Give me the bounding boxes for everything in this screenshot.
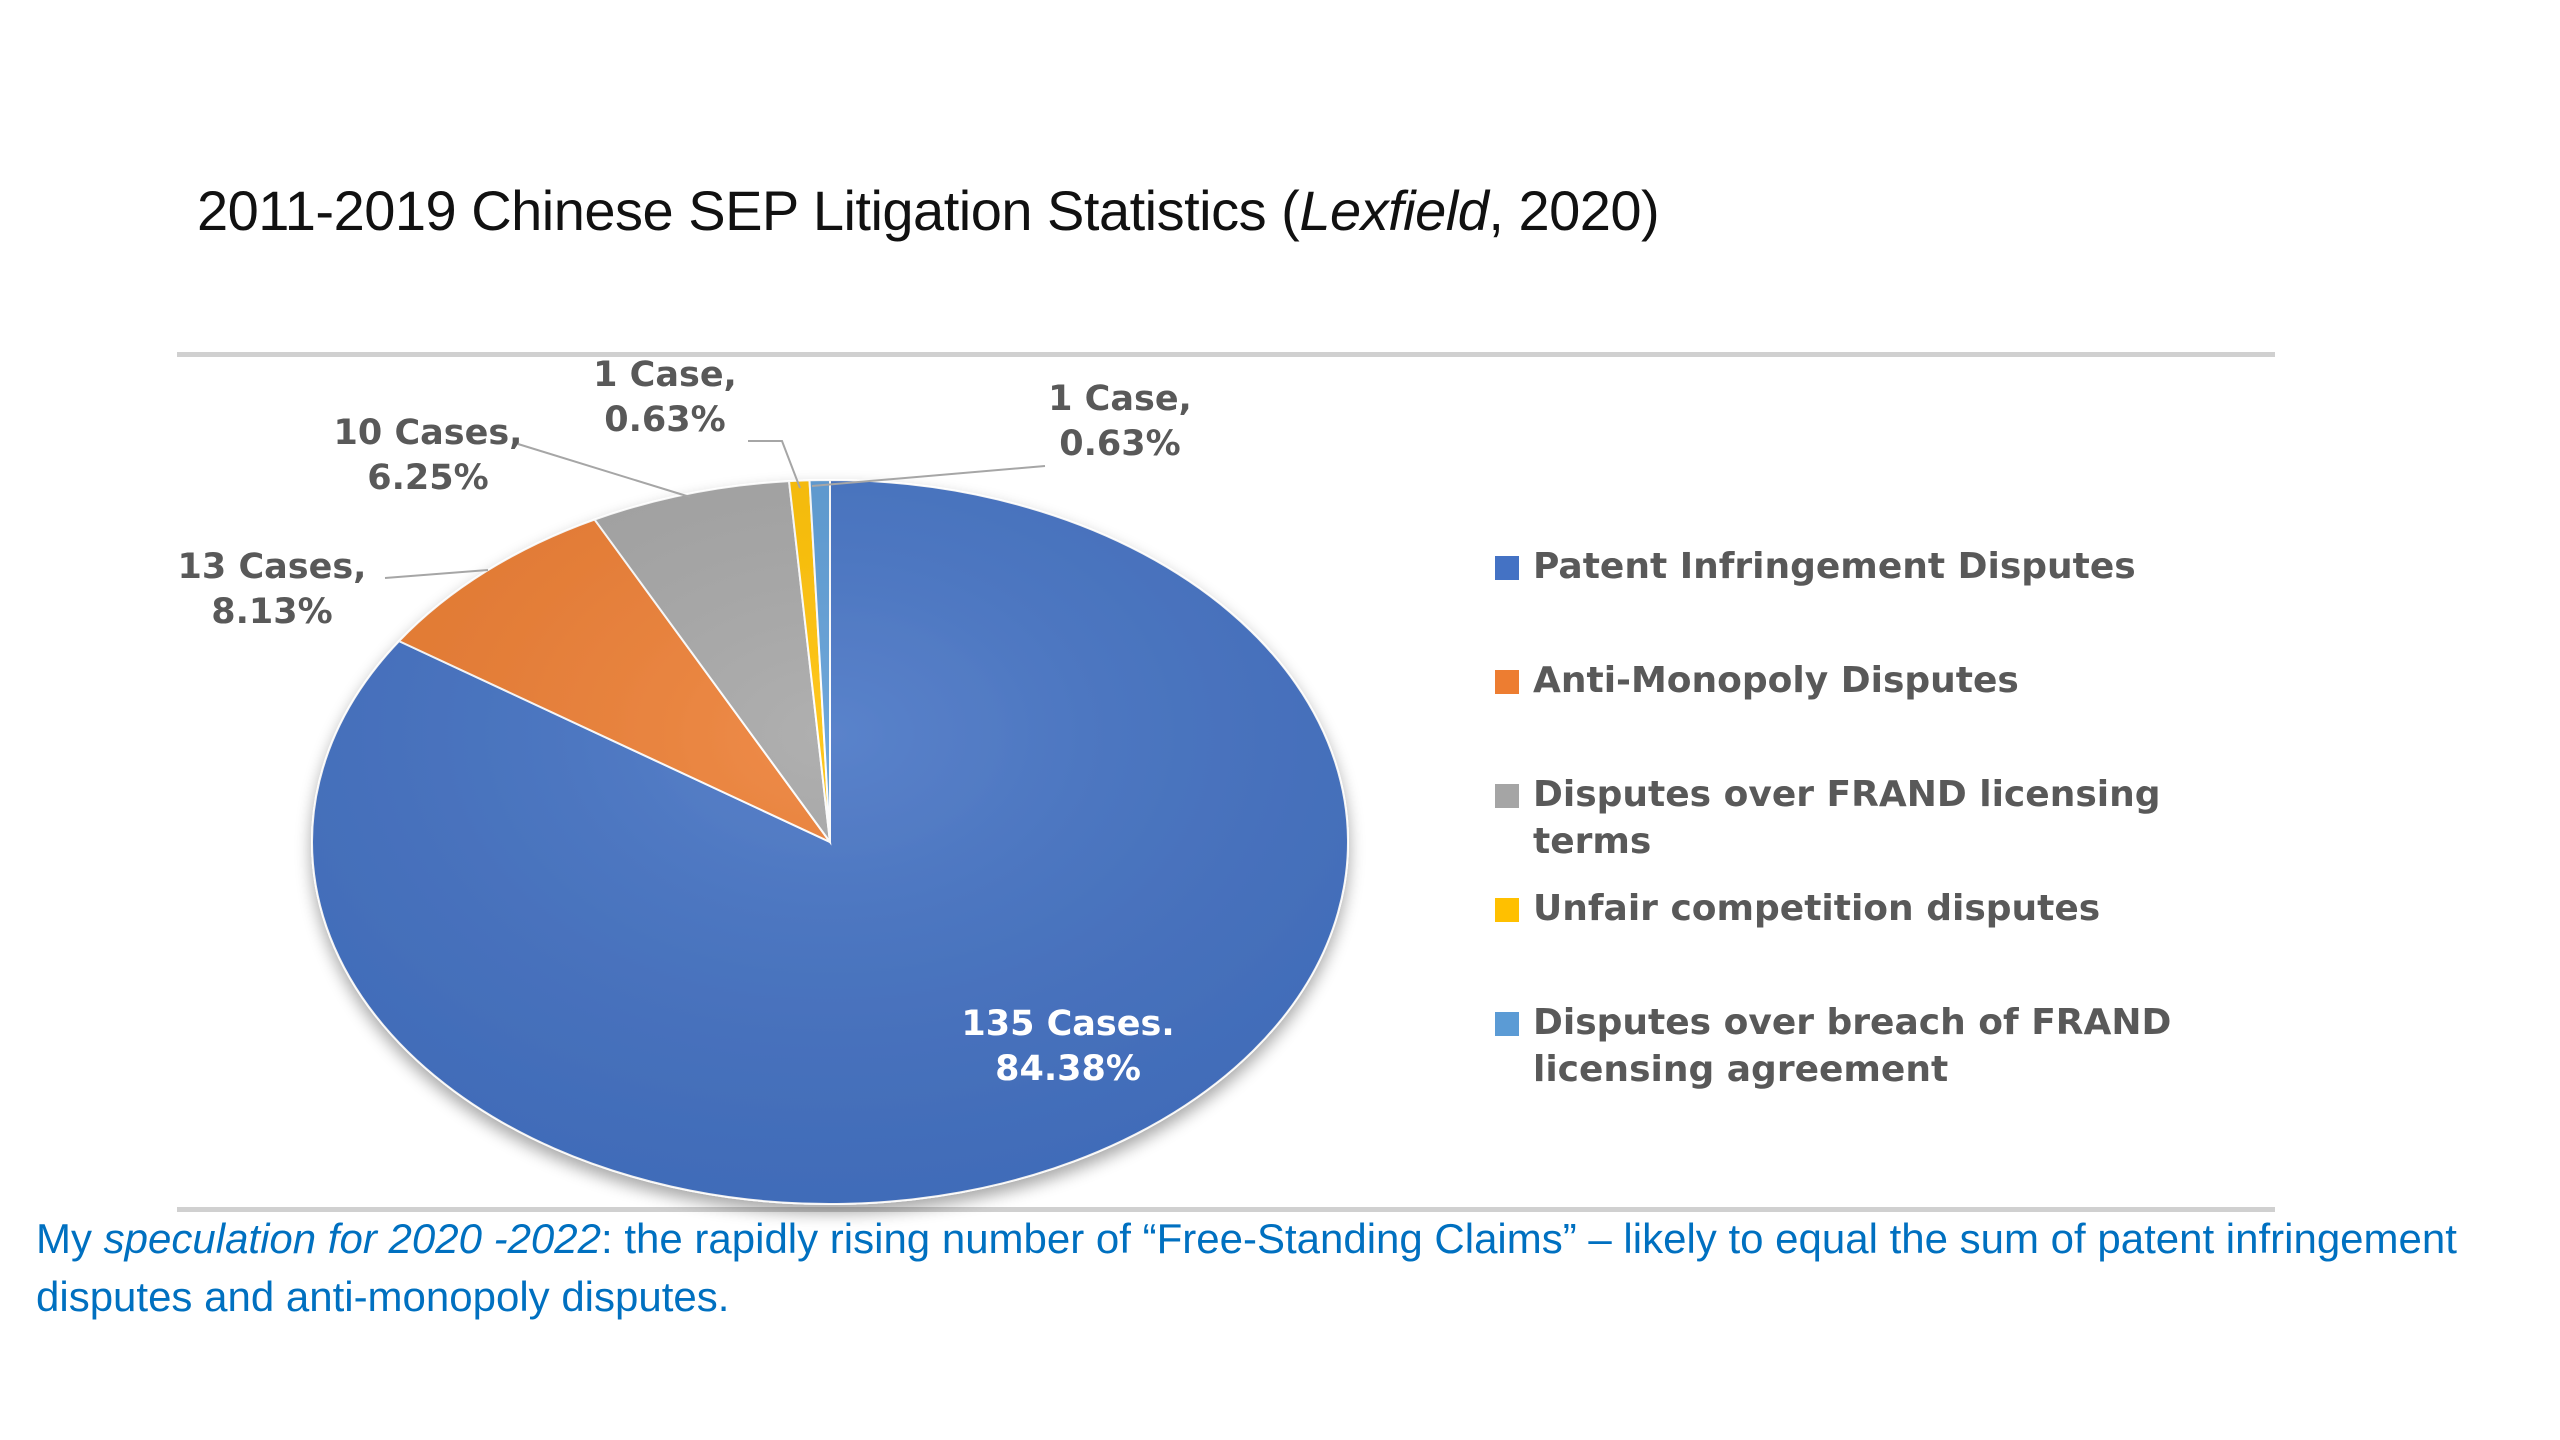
legend-swatch-2 [1495,670,1519,694]
data-label-5-cases: 1 Case, [1048,379,1192,419]
leader-lines [384,440,1046,579]
data-label-1-percent: 84.38% [995,1049,1141,1089]
legend-swatch-5 [1495,1012,1519,1036]
leader-line-3 [517,443,691,498]
speculation-caption: My speculation for 2020 -2022: the rapid… [36,1210,2496,1326]
legend-label-1: Patent Infringement Disputes [1533,546,2136,587]
data-label-2-cases: 13 Cases, [178,547,367,587]
caption-prefix: My [36,1215,104,1262]
top-divider [177,352,2275,357]
data-label-4-cases: 1 Case, [593,355,737,395]
leader-line-5 [811,465,1046,487]
legend-label-4: Unfair competition disputes [1533,888,2100,929]
data-label-4-percent: 0.63% [604,400,725,440]
legend: Patent Infringement Disputes Anti-Monopol… [1495,546,2171,1090]
legend-label-3-cont: terms [1533,821,1651,862]
title-main: 2011-2019 Chinese SEP Litigation Statist… [197,179,1300,242]
chart-title: 2011-2019 Chinese SEP Litigation Statist… [197,178,1660,243]
data-label-2-percent: 8.13% [211,592,332,632]
data-label-5-percent: 0.63% [1059,424,1180,464]
caption-rest: : the rapidly rising number of “Free-Sta… [36,1215,2457,1320]
legend-label-2: Anti-Monopoly Disputes [1533,660,2019,701]
legend-label-3: Disputes over FRAND licensing [1533,774,2161,815]
legend-swatch-4 [1495,898,1519,922]
leader-line-2 [384,569,489,579]
pie-slices [311,478,1349,1205]
legend-swatch-3 [1495,784,1519,808]
data-label-1-cases: 135 Cases. [961,1004,1174,1044]
title-tail: , 2020) [1488,179,1660,242]
legend-label-5: Disputes over breach of FRAND [1533,1002,2171,1043]
data-label-3-cases: 10 Cases, [334,413,523,453]
legend-swatch-1 [1495,556,1519,580]
legend-label-5-cont: licensing agreement [1533,1049,1948,1090]
leader-line-4 [748,440,801,489]
data-label-3-percent: 6.25% [367,458,488,498]
data-labels: 135 Cases. 84.38% 13 Cases, 8.13% 10 Cases, 6… [178,355,1192,1089]
caption-italic: speculation for 2020 -2022 [103,1215,602,1262]
title-source: Lexfield [1299,179,1489,242]
bottom-divider [177,1207,2275,1212]
